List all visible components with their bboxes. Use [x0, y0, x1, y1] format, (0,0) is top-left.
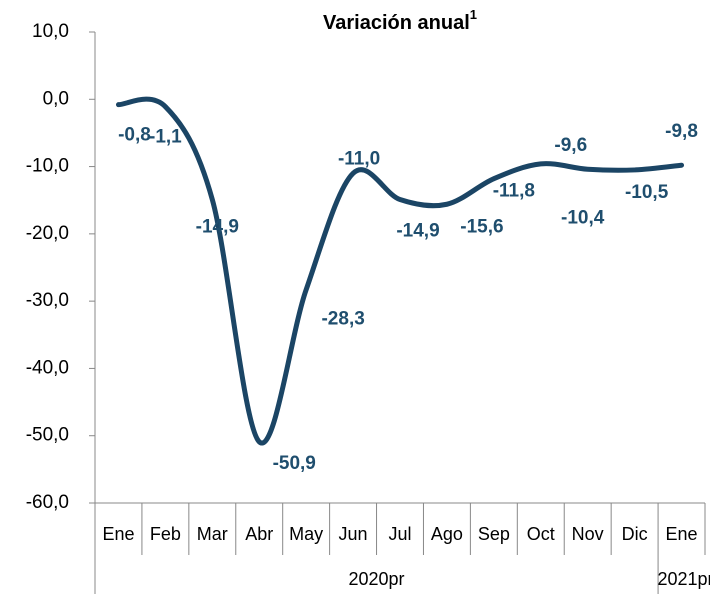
y-tick-label: -60,0	[26, 492, 69, 513]
line	[115, 96, 685, 446]
data-label: -11,0	[338, 148, 380, 169]
data-label: -50,9	[273, 453, 316, 474]
x-tick-label: Ene	[102, 524, 134, 544]
x-tick-label: Jul	[388, 524, 411, 544]
x-tick-label: Mar	[197, 524, 228, 544]
y-tick-label: 0,0	[43, 88, 69, 109]
y-tick-label: -20,0	[26, 223, 69, 244]
x-tick-label: Ago	[431, 524, 463, 544]
data-label: -1,1	[149, 127, 182, 148]
group-label: 2021pr	[658, 569, 710, 589]
data-label: -14,9	[196, 217, 239, 238]
y-tick-label: 10,0	[32, 21, 69, 42]
x-tick-label: Dic	[622, 524, 648, 544]
x-tick-label: Ene	[666, 524, 698, 544]
data-label: -28,3	[321, 309, 364, 330]
data-label: -0,8	[118, 125, 151, 146]
x-tick-label: Sep	[478, 524, 510, 544]
x-tick-label: May	[289, 524, 323, 544]
x-tick-label: Jun	[339, 524, 368, 544]
data-label: -11,8	[493, 181, 535, 202]
y-tick-label: -50,0	[26, 425, 69, 446]
y-tick-label: -10,0	[26, 156, 69, 177]
chart-title: Variación anual1	[323, 7, 477, 34]
data-label: -14,9	[396, 221, 439, 242]
x-tick-label: Oct	[527, 524, 555, 544]
x-tick-label: Abr	[245, 524, 273, 544]
data-label: -10,4	[561, 207, 605, 228]
data-label: -10,5	[625, 182, 669, 203]
data-label: -15,6	[460, 216, 503, 237]
group-label: 2020pr	[349, 569, 405, 589]
y-tick-label: -40,0	[26, 357, 69, 378]
x-tick-label: Feb	[150, 524, 181, 544]
data-label: -9,8	[665, 121, 698, 142]
x-tick-label: Nov	[572, 524, 604, 544]
data-label: -9,6	[554, 135, 587, 156]
y-tick-label: -30,0	[26, 290, 69, 311]
